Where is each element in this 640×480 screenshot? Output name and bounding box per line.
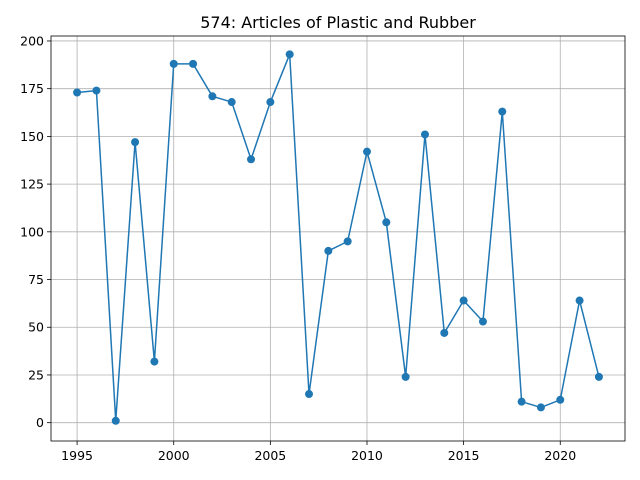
y-tick-label: 50: [28, 320, 44, 335]
data-point: [73, 88, 82, 97]
x-tick-label: 2010: [351, 448, 383, 463]
data-point: [343, 237, 352, 246]
x-tick-label: 2015: [448, 448, 480, 463]
x-tick-label: 2005: [254, 448, 286, 463]
data-point: [189, 59, 198, 68]
plot-frame: [50, 35, 626, 442]
data-point: [517, 397, 526, 406]
data-point: [362, 147, 371, 156]
y-tick-label: 0: [36, 415, 44, 430]
data-point: [324, 246, 333, 255]
data-point: [169, 59, 178, 68]
data-point: [459, 296, 468, 305]
data-point: [536, 403, 545, 412]
y-tick-label: 150: [20, 129, 44, 144]
data-point: [382, 218, 391, 227]
axis-ticks: 1995 2000 2005 2010 2015 2020 0 25 50 75 100 125 150…: [20, 33, 576, 463]
y-tick-label: 175: [20, 81, 44, 96]
data-point: [208, 92, 217, 101]
data-point: [150, 357, 159, 366]
data-point: [131, 138, 140, 147]
x-tick-label: 2000: [158, 448, 190, 463]
data-point: [498, 107, 507, 116]
y-tick-label: 125: [20, 177, 44, 192]
data-point: [227, 98, 236, 107]
data-point: [266, 98, 275, 107]
chart-title: 574: Articles of Plastic and Rubber: [200, 13, 476, 32]
y-tick-label: 25: [28, 367, 44, 382]
y-tick-label: 100: [20, 224, 44, 239]
x-tick-label: 2020: [544, 448, 576, 463]
data-point: [420, 130, 429, 139]
data-point: [401, 372, 410, 381]
x-tick-label: 1995: [61, 448, 93, 463]
data-point: [285, 50, 294, 59]
data-point: [92, 86, 101, 95]
data-point: [478, 317, 487, 326]
data-point: [440, 328, 449, 337]
data-point: [556, 395, 565, 404]
data-point: [594, 372, 603, 381]
data-point: [247, 155, 256, 164]
series-line: [77, 53, 600, 422]
y-tick-label: 75: [28, 272, 44, 287]
data-point: [111, 416, 120, 425]
data-point: [575, 296, 584, 305]
data-point: [305, 390, 314, 399]
series-layer: [73, 50, 603, 425]
y-tick-label: 200: [20, 33, 44, 48]
